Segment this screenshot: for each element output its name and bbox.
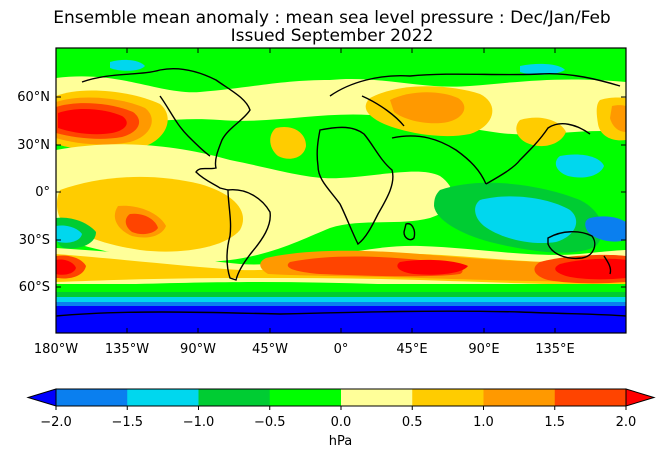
chart-subtitle: Issued September 2022 — [230, 26, 434, 46]
anomaly-patch — [390, 92, 465, 124]
colorbar-segment — [269, 389, 342, 406]
anomaly-patch — [585, 216, 626, 242]
anomaly-patch — [56, 225, 82, 243]
colorbar-tick-label: −1.0 — [183, 415, 215, 430]
longitude-label: 90°W — [180, 342, 216, 357]
colorbar-segment — [554, 389, 627, 406]
anomaly-patch — [125, 213, 158, 235]
longitude-ticks: 180°W 135°W 90°W 45°W 0° 45°E 90°E 135°E — [34, 48, 575, 357]
colorbar-segments — [26, 388, 656, 407]
anomaly-field — [56, 48, 626, 333]
anomaly-patch — [520, 63, 565, 75]
anomaly-patch — [110, 59, 145, 71]
colorbar-tick-label: 0.5 — [402, 415, 423, 430]
latitude-label: 60°N — [17, 90, 50, 105]
chart-title: Ensemble mean anomaly : mean sea level p… — [53, 8, 611, 28]
colorbar-tick-label: 1.0 — [473, 415, 494, 430]
colorbar-segment — [341, 389, 413, 406]
anomaly-patch — [56, 259, 76, 275]
latitude-label: 30°S — [19, 233, 50, 248]
anomaly-band — [56, 302, 626, 306]
longitude-label: 135°W — [105, 342, 149, 357]
latitude-label: 30°N — [17, 138, 50, 153]
anomaly-band — [56, 284, 626, 292]
anomaly-patch — [475, 196, 577, 244]
latitude-label: 60°S — [19, 280, 50, 295]
longitude-label: 45°E — [396, 342, 427, 357]
latitude-label: 0° — [35, 185, 50, 200]
colorbar-segment — [198, 389, 271, 406]
latitude-ticks: 60°N 30°N 0° 30°S 60°S — [17, 90, 626, 295]
colorbar-segment — [483, 389, 556, 406]
anomaly-patch — [610, 105, 626, 132]
colorbar-tick-label: −0.5 — [254, 415, 286, 430]
colorbar-extend-low — [26, 388, 57, 407]
colorbar-ticks: −2.0 −1.5 −1.0 −0.5 0.0 0.5 1.0 1.5 2.0 — [40, 406, 636, 430]
longitude-label: 180°W — [34, 342, 78, 357]
anomaly-patch — [397, 259, 468, 275]
colorbar-tick-label: −2.0 — [40, 415, 72, 430]
longitude-label: 0° — [334, 342, 349, 357]
anomaly-patch — [58, 109, 127, 135]
coastlines — [56, 68, 626, 317]
colorbar-segment — [412, 389, 484, 406]
colorbar-segment — [56, 389, 128, 406]
colorbar-tick-label: 1.5 — [544, 415, 565, 430]
longitude-label: 45°W — [252, 342, 288, 357]
colorbar-segment — [127, 389, 199, 406]
colorbar-tick-label: −1.5 — [111, 415, 143, 430]
colorbar-extend-high — [625, 388, 656, 407]
anomaly-band — [56, 292, 626, 297]
colorbar-tick-label: 2.0 — [616, 415, 637, 430]
anomaly-band — [56, 297, 626, 302]
longitude-label: 90°E — [468, 342, 499, 357]
longitude-label: 135°E — [535, 342, 575, 357]
anomaly-patch — [555, 154, 604, 178]
anomaly-patch — [270, 126, 306, 159]
colorbar-tick-label: 0.0 — [331, 415, 352, 430]
colorbar-unit-label: hPa — [328, 434, 353, 449]
